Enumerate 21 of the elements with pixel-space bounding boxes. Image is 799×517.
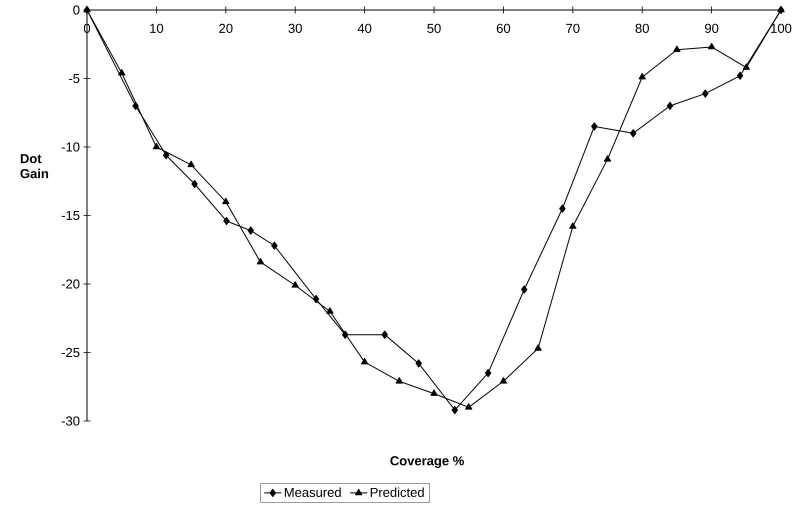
y-tick-label: -10 — [62, 142, 80, 152]
x-tick-label: 100 — [771, 24, 792, 33]
x-tick-label: 30 — [288, 24, 302, 33]
y-tick-label: -5 — [68, 74, 80, 84]
y-tick-label: -20 — [62, 279, 80, 289]
x-tick-label: 70 — [566, 24, 580, 33]
x-tick-label: 10 — [150, 24, 164, 33]
y-tick-label: -25 — [62, 348, 80, 358]
x-tick-label: 20 — [219, 24, 233, 33]
y-tick-label: -15 — [62, 210, 80, 220]
y-axis-title: Dot Gain — [20, 154, 48, 178]
x-tick-label: 40 — [358, 24, 372, 33]
y-tick-label: -30 — [62, 416, 80, 426]
x-tick-label: 60 — [496, 24, 510, 33]
x-axis-title: Coverage % — [390, 456, 464, 468]
y-tick-label: 0 — [73, 5, 80, 15]
legend-label: Predicted — [370, 487, 424, 498]
x-tick-label: 90 — [704, 24, 718, 33]
x-tick-label: 50 — [427, 24, 441, 33]
x-tick-label: 80 — [636, 24, 649, 33]
legend-label: Measured — [284, 487, 341, 498]
